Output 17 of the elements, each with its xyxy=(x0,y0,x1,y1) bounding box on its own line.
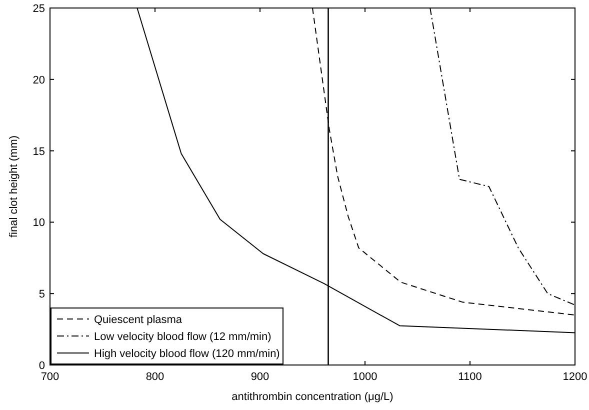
y-tick-label: 5 xyxy=(38,288,45,301)
y-tick-label: 25 xyxy=(32,3,45,15)
y-tick-label: 20 xyxy=(32,74,45,86)
y-tick-label: 15 xyxy=(32,146,45,158)
x-tick-label: 700 xyxy=(40,371,60,383)
x-axis-title: antithrombin concentration (μg/L) xyxy=(232,391,394,403)
legend-label: Quiescent plasma xyxy=(94,314,183,326)
x-tick-label: 1200 xyxy=(562,371,588,383)
y-tick-label: 0 xyxy=(38,360,45,372)
y-axis-title: final clot height (mm) xyxy=(8,135,20,238)
legend-label: Low velocity blood flow (12 mm/min) xyxy=(94,331,272,343)
x-tick-label: 1100 xyxy=(458,371,482,383)
legend-label: High velocity blood flow (120 mm/min) xyxy=(94,348,280,360)
x-tick-label: 800 xyxy=(146,371,164,383)
y-tick-label: 10 xyxy=(32,217,45,230)
x-tick-label: 1000 xyxy=(352,371,378,383)
x-tick-label: 900 xyxy=(250,371,270,383)
